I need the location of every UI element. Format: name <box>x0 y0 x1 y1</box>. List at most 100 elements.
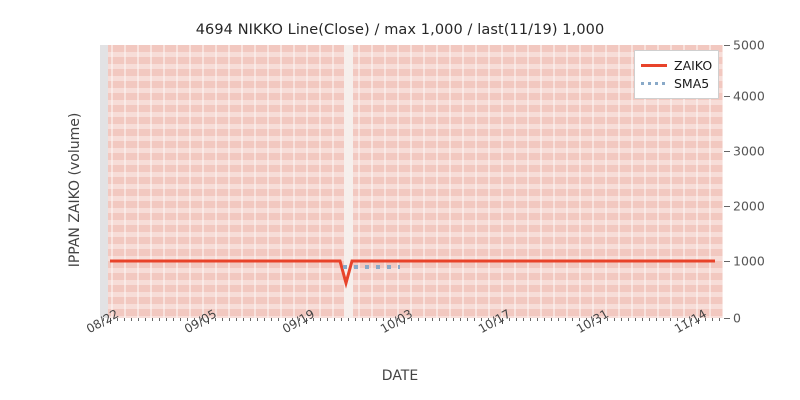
xtick-minor-mark <box>586 318 587 321</box>
xtick-minor-mark <box>488 318 489 321</box>
xtick-minor-mark <box>579 318 580 321</box>
xtick-minor-mark <box>236 318 237 321</box>
ytick-mark-1000 <box>724 261 730 262</box>
xtick-minor-mark <box>131 318 132 321</box>
ytick-mark-3000 <box>724 151 730 152</box>
xtick-minor-mark <box>663 318 664 321</box>
xtick-minor-mark <box>264 318 265 321</box>
xtick-minor-mark <box>215 318 216 321</box>
xtick-minor-mark <box>138 318 139 321</box>
ytick-label-1000: 1000 <box>733 253 765 269</box>
xtick-minor-mark <box>453 318 454 321</box>
xtick-minor-mark <box>474 318 475 321</box>
xtick-minor-mark <box>320 318 321 321</box>
xtick-minor-mark <box>397 318 398 321</box>
ytick-mark-4000 <box>724 96 730 97</box>
xtick-minor-mark <box>614 318 615 321</box>
y-axis-title: IPPAN ZAIKO (volume) <box>67 112 83 268</box>
xtick-mark-2 <box>306 318 307 324</box>
legend-item-sma5[interactable]: SMA5 <box>641 74 712 92</box>
xtick-minor-mark <box>649 318 650 321</box>
xtick-mark-5 <box>600 318 601 324</box>
xtick-minor-mark <box>299 318 300 321</box>
xtick-minor-mark <box>250 318 251 321</box>
ytick-label-5000: 5000 <box>733 37 765 53</box>
xtick-minor-mark <box>460 318 461 321</box>
series-sma5-line <box>343 265 400 269</box>
xtick-minor-mark <box>159 318 160 321</box>
xtick-minor-mark <box>537 318 538 321</box>
ytick-label-4000: 4000 <box>733 88 765 104</box>
xtick-minor-mark <box>551 318 552 321</box>
xtick-minor-mark <box>180 318 181 321</box>
ytick-mark-0 <box>724 318 730 319</box>
xtick-minor-mark <box>691 318 692 321</box>
ytick-mark-5000 <box>724 45 730 46</box>
xtick-minor-mark <box>383 318 384 321</box>
xtick-minor-mark <box>362 318 363 321</box>
plot-gridlines <box>100 45 723 318</box>
xtick-minor-mark <box>670 318 671 321</box>
xtick-minor-mark <box>152 318 153 321</box>
xtick-minor-mark <box>635 318 636 321</box>
xtick-minor-mark <box>117 318 118 321</box>
xtick-minor-mark <box>677 318 678 321</box>
data-gap-band-mid <box>344 45 353 318</box>
chart-legend: ZAIKO SMA5 <box>634 50 719 99</box>
legend-swatch-dotted-line-icon <box>641 77 667 89</box>
xtick-minor-mark <box>642 318 643 321</box>
xtick-mark-0 <box>110 318 111 324</box>
xtick-minor-mark <box>166 318 167 321</box>
xtick-minor-mark <box>376 318 377 321</box>
series-zaiko-line <box>110 259 715 289</box>
xtick-minor-mark <box>565 318 566 321</box>
xtick-minor-mark <box>719 318 720 321</box>
xtick-minor-mark <box>278 318 279 321</box>
xtick-minor-mark <box>390 318 391 321</box>
xtick-minor-mark <box>271 318 272 321</box>
xtick-minor-mark <box>292 318 293 321</box>
ytick-mark-2000 <box>724 206 730 207</box>
xtick-minor-mark <box>495 318 496 321</box>
x-axis-title: DATE <box>381 368 419 384</box>
ytick-label-2000: 2000 <box>733 198 765 214</box>
xtick-minor-mark <box>712 318 713 321</box>
xtick-minor-mark <box>285 318 286 321</box>
legend-label-zaiko: ZAIKO <box>674 57 713 73</box>
ytick-label-0: 0 <box>733 310 741 326</box>
legend-label-sma5: SMA5 <box>674 75 710 91</box>
xtick-minor-mark <box>201 318 202 321</box>
xtick-mark-1 <box>208 318 209 324</box>
xtick-minor-mark <box>432 318 433 321</box>
xtick-minor-mark <box>229 318 230 321</box>
xtick-minor-mark <box>523 318 524 321</box>
xtick-minor-mark <box>257 318 258 321</box>
xtick-minor-mark <box>705 318 706 321</box>
xtick-minor-mark <box>530 318 531 321</box>
xtick-minor-mark <box>145 318 146 321</box>
xtick-minor-mark <box>425 318 426 321</box>
legend-swatch-solid-line-icon <box>641 59 667 71</box>
legend-item-zaiko[interactable]: ZAIKO <box>641 56 712 74</box>
xtick-minor-mark <box>544 318 545 321</box>
xtick-minor-mark <box>187 318 188 321</box>
xtick-minor-mark <box>341 318 342 321</box>
xtick-minor-mark <box>446 318 447 321</box>
xtick-mark-4 <box>502 318 503 324</box>
xtick-minor-mark <box>509 318 510 321</box>
plot-area <box>100 45 723 318</box>
ytick-label-3000: 3000 <box>733 143 765 159</box>
xtick-minor-mark <box>628 318 629 321</box>
xtick-minor-mark <box>516 318 517 321</box>
xtick-minor-mark <box>411 318 412 321</box>
xtick-minor-mark <box>124 318 125 321</box>
data-gap-band-left <box>100 45 108 318</box>
xtick-minor-mark <box>355 318 356 321</box>
xtick-minor-mark <box>439 318 440 321</box>
xtick-minor-mark <box>607 318 608 321</box>
xtick-minor-mark <box>593 318 594 321</box>
xtick-minor-mark <box>334 318 335 321</box>
xtick-minor-mark <box>348 318 349 321</box>
xtick-minor-mark <box>684 318 685 321</box>
